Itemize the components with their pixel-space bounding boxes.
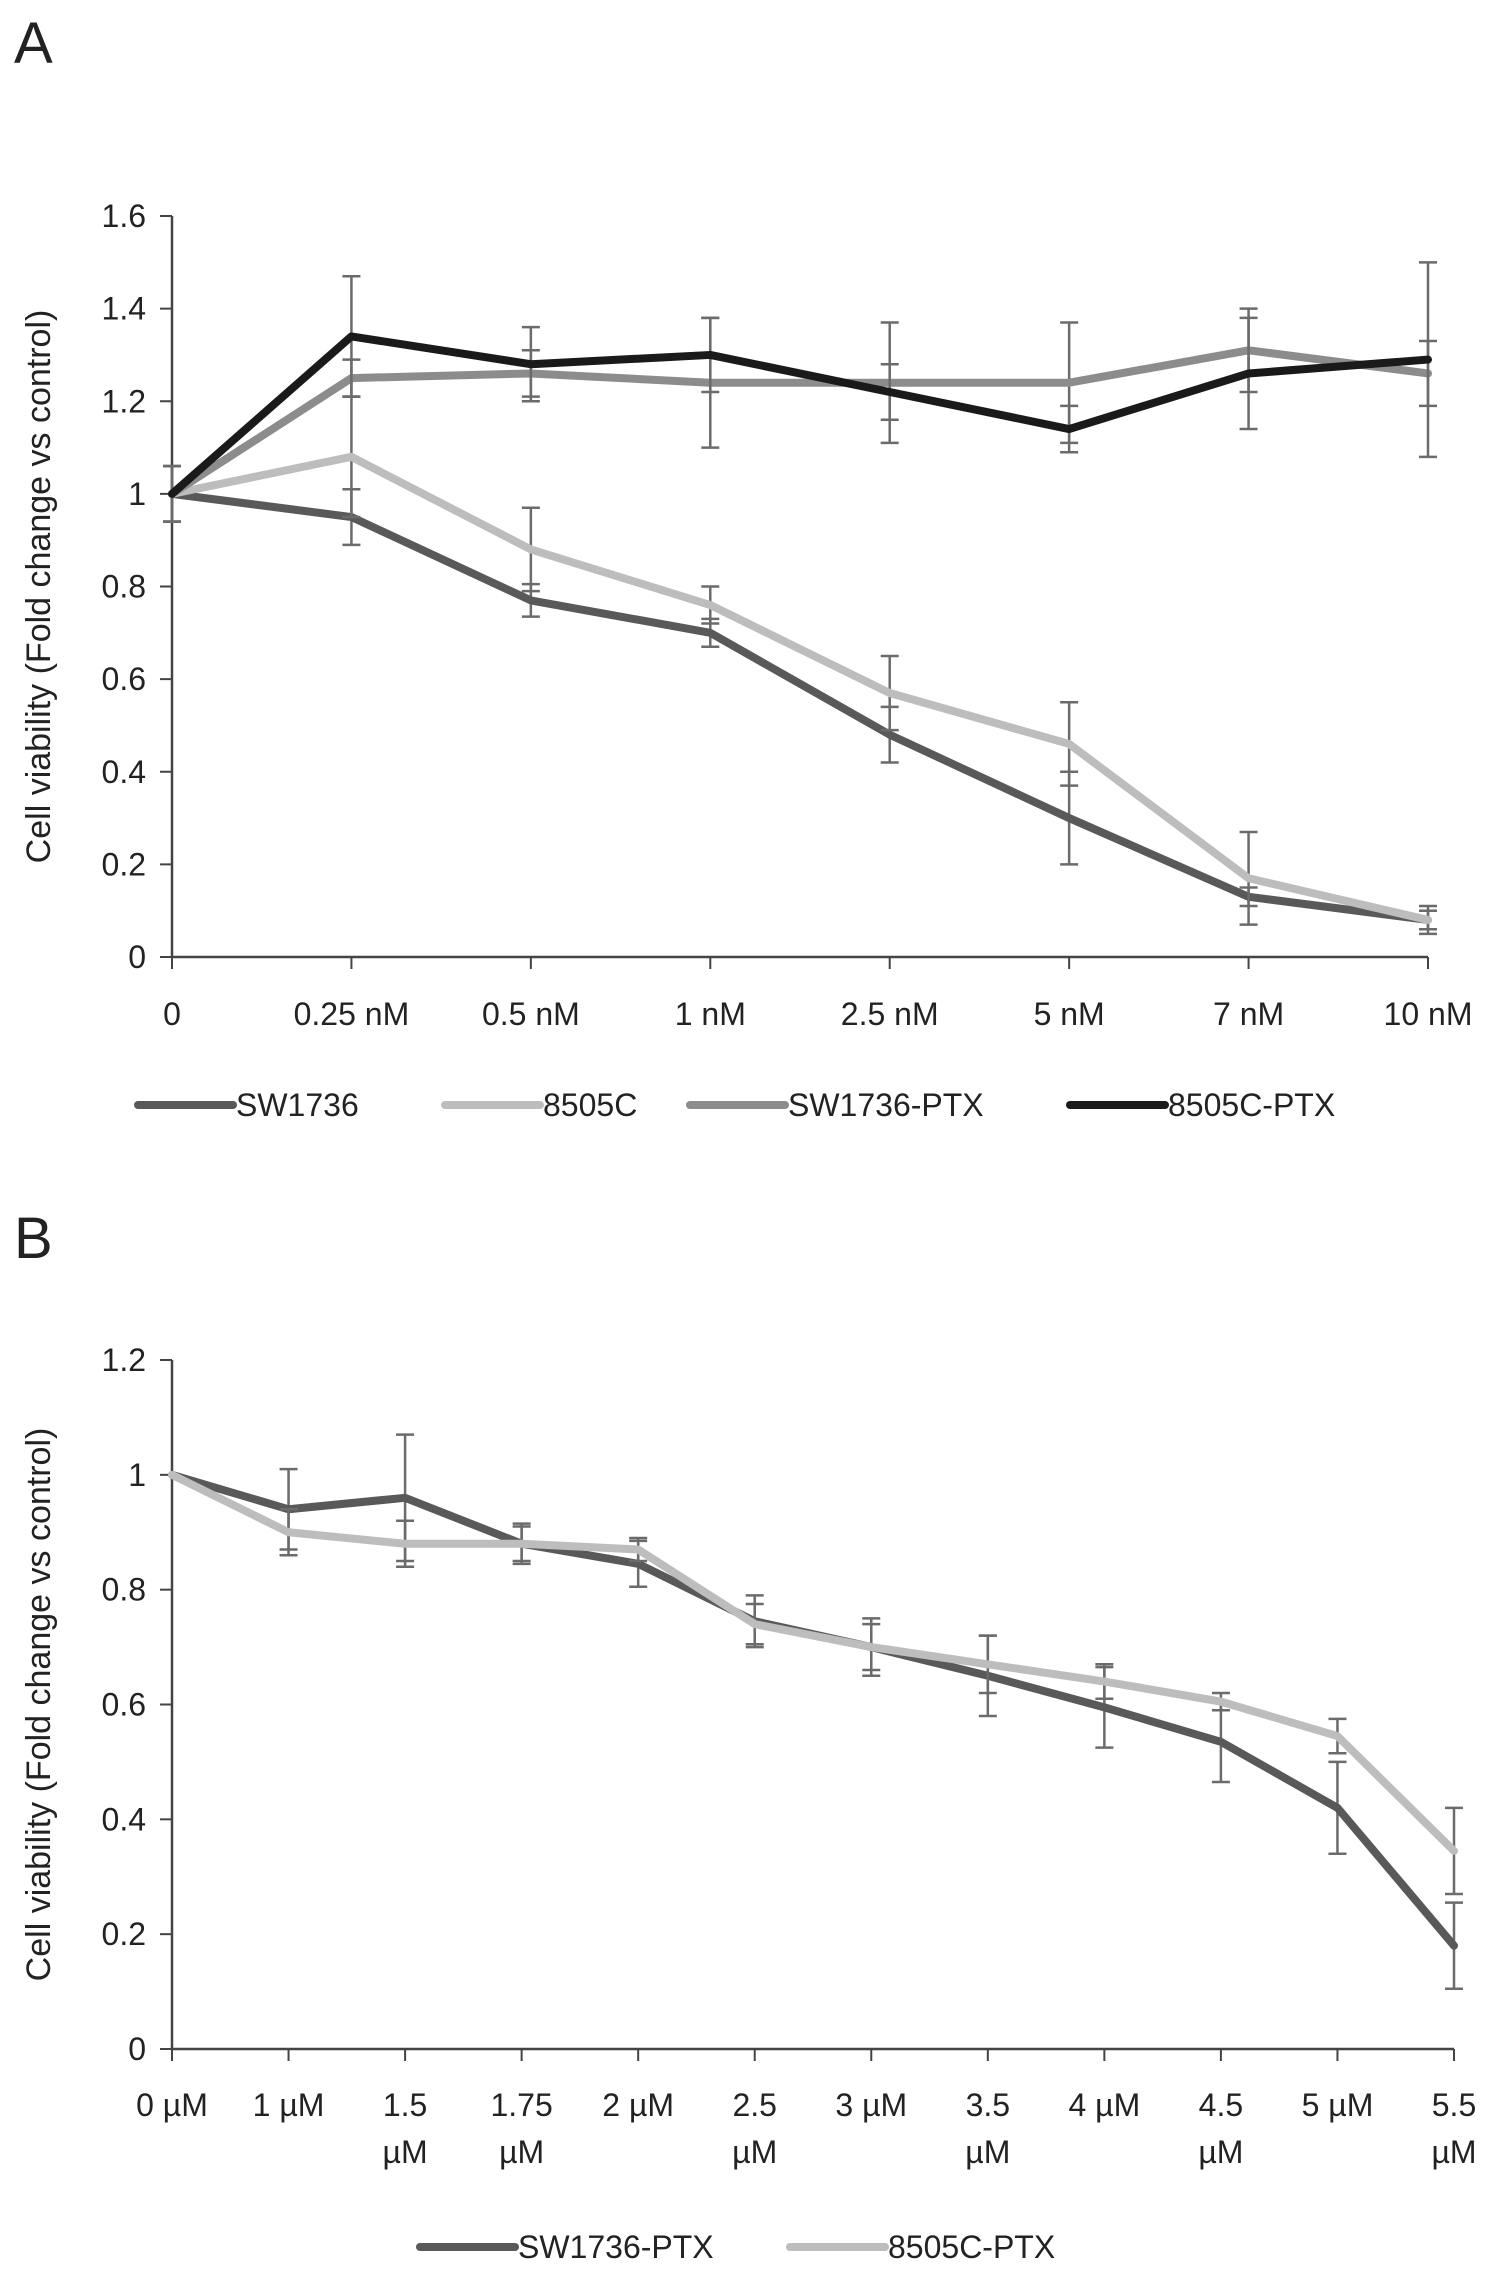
series-line [168, 489, 1432, 924]
x-tick-label: 5.5 [1432, 2087, 1476, 2123]
y-tick-label: 1.4 [102, 291, 146, 327]
y-tick-label: 1 [128, 476, 146, 512]
legend-label: 8505C-PTX [888, 2229, 1055, 2265]
legend: SW1736-PTX 8505C-PTX [416, 2229, 1055, 2265]
x-tick-label: µM [1198, 2134, 1243, 2170]
y-tick-label: 0 [128, 2031, 146, 2067]
x-tick-label: 0.25 nM [294, 996, 410, 1032]
x-tick-label: µM [1431, 2134, 1476, 2170]
chart-b: 0 0.2 0.4 0.6 0.8 1 1.2 0 µM 1 µM 1.5 µM 1.75 µM 2 µM… [20, 1342, 1477, 2265]
x-tick-label: 7 nM [1213, 996, 1284, 1032]
x-tick-label: 1 µM [253, 2087, 325, 2123]
y-axis-label: Cell viability (Fold change vs control) [20, 310, 58, 864]
y-tick-label: 1.2 [102, 383, 146, 419]
legend: SW1736 8505C SW1736-PTX 8505C-PTX [134, 1087, 1335, 1123]
series-1 [163, 395, 1437, 936]
legend-label: 8505C-PTX [1168, 1087, 1335, 1123]
legend-label: SW1736 [236, 1087, 359, 1123]
x-tick-label: 4 µM [1068, 2087, 1140, 2123]
legend-label: SW1736-PTX [518, 2229, 714, 2265]
legend-item: 8505C-PTX [786, 2229, 1055, 2265]
y-tick-label: 0.8 [102, 569, 146, 605]
series-0 [163, 464, 1437, 931]
y-tick-label: 0.4 [102, 1801, 146, 1837]
x-tick-label: 0.5 nM [482, 996, 580, 1032]
series-line [168, 452, 1432, 924]
y-tick-label: 1 [128, 1457, 146, 1493]
x-tick-label: 3.5 [966, 2087, 1010, 2123]
y-tick-label: 0.8 [102, 1572, 146, 1608]
x-tick-label: 5 µM [1302, 2087, 1374, 2123]
x-tick-label: 3 µM [835, 2087, 907, 2123]
y-tick-label: 1.6 [102, 198, 146, 234]
x-tick-label: 5 nM [1034, 996, 1105, 1032]
legend-item: SW1736-PTX [686, 1087, 984, 1123]
x-tick-label: 0 [163, 996, 181, 1032]
x-tick-label: 2 µM [602, 2087, 674, 2123]
legend-item: 8505C [441, 1087, 637, 1123]
y-tick-label: 0.6 [102, 1687, 146, 1723]
y-tick-label: 0.6 [102, 661, 146, 697]
legend-label: SW1736-PTX [788, 1087, 984, 1123]
chart-a: 0 0.2 0.4 0.6 0.8 1 1.2 1.4 1.6 0 0.25 nM 0.5 nM 1 n… [20, 198, 1473, 1123]
legend-item: SW1736-PTX [416, 2229, 714, 2265]
x-tick-label: 4.5 [1199, 2087, 1243, 2123]
y-axis-label: Cell viability (Fold change vs control) [20, 1428, 58, 1982]
legend-label: 8505C [543, 1087, 637, 1123]
legend-item: SW1736 [134, 1087, 359, 1123]
x-tick-label: µM [383, 2134, 428, 2170]
series-line [168, 1470, 1458, 1855]
legend-item: 8505C-PTX [1066, 1087, 1335, 1123]
x-tick-label: 2.5 [732, 2087, 776, 2123]
y-tick-label: 0 [128, 939, 146, 975]
y-tick-label: 1.2 [102, 1342, 146, 1378]
x-tick-label: µM [499, 2134, 544, 2170]
series-0 [168, 1433, 1463, 1990]
x-tick-label: 10 nM [1384, 996, 1473, 1032]
series-3 [163, 261, 1437, 523]
y-tick-label: 0.2 [102, 846, 146, 882]
x-tick-label: 2.5 nM [841, 996, 939, 1032]
x-tick-label: 1.5 [383, 2087, 427, 2123]
panel-letter-a: A [14, 11, 53, 76]
x-tick-label: 0 µM [136, 2087, 208, 2123]
x-tick-label: µM [965, 2134, 1010, 2170]
x-tick-label: 1.75 [490, 2087, 552, 2123]
panel-letter-b: B [14, 1206, 53, 1271]
x-tick-label: 1 nM [675, 996, 746, 1032]
y-tick-label: 0.4 [102, 754, 146, 790]
x-tick-label: µM [732, 2134, 777, 2170]
y-tick-label: 0.2 [102, 1916, 146, 1952]
series-line [168, 332, 1432, 498]
series-1 [168, 1470, 1463, 1896]
series-line [168, 346, 1432, 498]
